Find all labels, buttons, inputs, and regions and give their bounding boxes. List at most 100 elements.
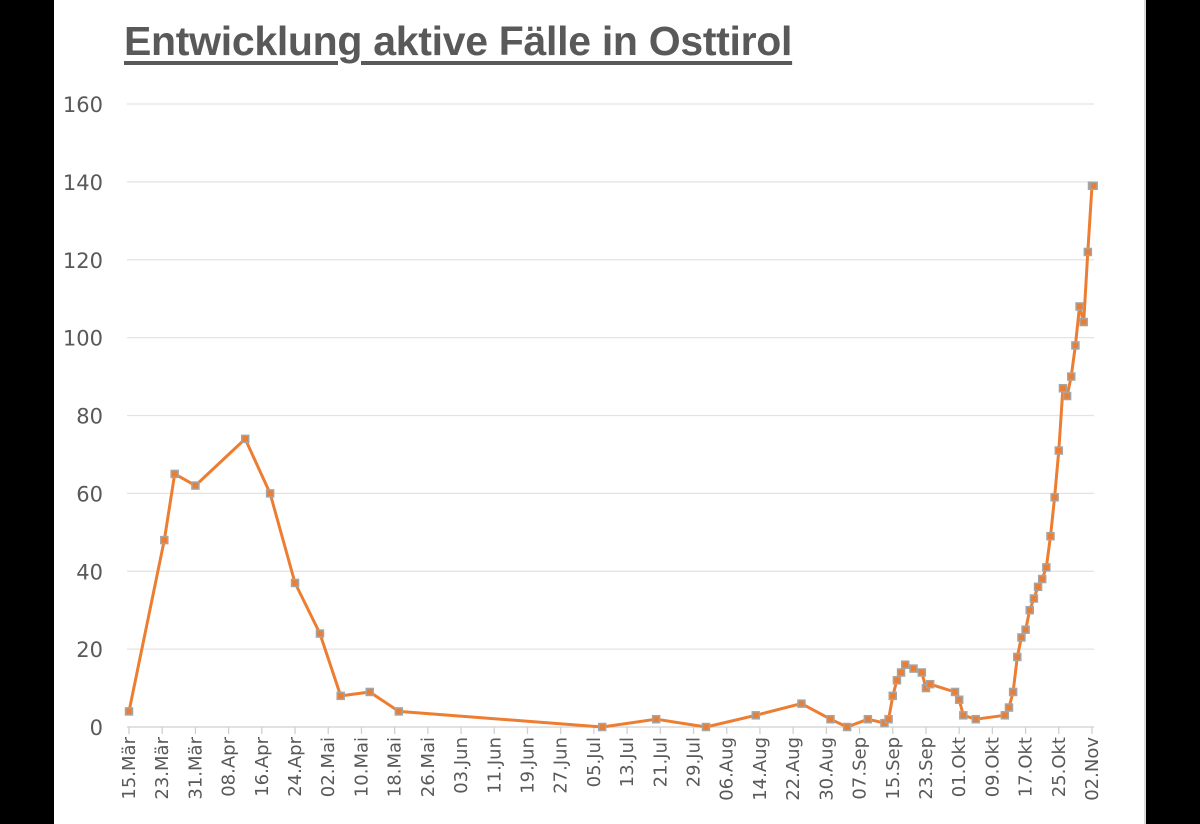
x-tick-label: 19.Jun (517, 737, 538, 794)
data-point-marker (1071, 341, 1080, 350)
x-tick-label: 03.Jun (451, 737, 472, 794)
data-point-marker (751, 711, 761, 720)
x-tick-label: 22.Aug (783, 737, 804, 801)
x-tick-label: 17.Okt (1016, 737, 1037, 797)
y-tick-label: 20 (76, 638, 103, 662)
data-point-marker (1029, 594, 1039, 603)
data-point-marker (959, 711, 968, 720)
data-point-marker (315, 629, 325, 638)
data-point-marker (160, 535, 169, 545)
data-point-marker (290, 578, 300, 588)
data-point-marker (170, 469, 179, 479)
x-tick-label: 23.Sep (916, 737, 937, 800)
data-point-marker (917, 668, 927, 677)
data-point-marker (892, 676, 902, 685)
data-point-marker (240, 434, 250, 444)
data-point-marker (797, 699, 806, 708)
data-point-marker (1021, 625, 1030, 634)
x-tick-label: 29.Jul (684, 737, 705, 787)
y-tick-label: 80 (76, 405, 103, 429)
x-tick-label: 27.Jun (551, 737, 572, 794)
x-tick-label: 10.Mai (351, 737, 372, 797)
data-point-marker (1037, 574, 1047, 584)
data-point-marker (1046, 531, 1055, 541)
data-point-marker (1004, 703, 1014, 712)
x-tick-label: 06.Aug (717, 737, 738, 801)
y-axis-ticks: 0 20 40 60 80 100 120 140 160 (63, 93, 103, 740)
x-tick-label: 18.Mai (385, 737, 406, 797)
x-tick-label: 31.Mär (185, 736, 206, 799)
data-point-marker (896, 668, 906, 677)
x-tick-label: 01.Okt (949, 737, 970, 797)
data-point-marker (701, 722, 711, 732)
data-point-marker (1025, 605, 1034, 615)
data-point-marker (1075, 302, 1084, 311)
x-tick-label: 07.Sep (850, 737, 871, 800)
data-line (127, 184, 1094, 729)
x-tick-label: 13.Jul (617, 737, 638, 787)
data-point-marker (597, 722, 607, 732)
data-point-marker (1079, 317, 1088, 327)
x-tick-label: 15.Mär (119, 736, 140, 799)
x-tick-label: 05.Jul (584, 737, 605, 787)
data-point-marker (884, 714, 893, 724)
data-point-marker (863, 714, 873, 724)
data-point-marker (1066, 372, 1076, 381)
x-tick-label: 02.Mai (318, 737, 339, 797)
x-tick-label: 08.Apr (219, 736, 240, 796)
x-tick-label: 26.Mai (418, 737, 439, 797)
data-point-marker (1089, 181, 1098, 191)
x-tick-label: 23.Mär (152, 736, 173, 799)
x-tick-label: 02.Nov (1082, 737, 1103, 801)
data-point-marker (124, 707, 134, 716)
data-point-marker (1042, 563, 1051, 572)
data-point-marker (900, 660, 910, 669)
data-point-marker (826, 714, 835, 724)
data-point-marker (1083, 247, 1093, 257)
x-tick-label: 24.Apr (285, 736, 306, 796)
data-point-marker (925, 679, 935, 689)
y-tick-label: 140 (63, 171, 103, 195)
x-tick-label: 11.Jun (484, 737, 505, 794)
series-aktive-faelle (124, 181, 1098, 732)
data-point-marker (1058, 383, 1068, 393)
x-tick-label: 16.Apr (252, 736, 273, 796)
data-point-marker (1050, 493, 1059, 502)
chart-panel (54, 0, 1146, 824)
x-tick-label: 30.Aug (816, 737, 837, 801)
x-tick-label: 14.Aug (750, 737, 771, 801)
data-point-marker (1062, 391, 1072, 401)
data-point-marker (1033, 582, 1043, 592)
x-tick-label: 09.Okt (982, 737, 1003, 797)
data-point-marker (1000, 711, 1010, 720)
chart-title: Entwicklung aktive Fälle in Osttirol (124, 18, 793, 64)
data-point-marker (1008, 687, 1018, 697)
data-point-marker (265, 489, 275, 498)
data-point-marker (950, 687, 960, 697)
data-point-marker (1054, 446, 1064, 455)
data-point-marker (191, 481, 200, 490)
data-point-marker (909, 664, 918, 673)
data-point-marker (651, 714, 661, 724)
x-tick-label: 25.Okt (1049, 737, 1070, 797)
gridlines (127, 103, 1094, 728)
data-point-marker (394, 707, 404, 716)
data-point-marker (888, 691, 898, 701)
y-tick-label: 60 (76, 482, 103, 506)
data-point-marker (1013, 652, 1022, 662)
data-point-marker (365, 687, 374, 697)
data-point-marker (336, 691, 345, 701)
data-point-marker (971, 714, 981, 724)
data-point-marker (954, 695, 964, 704)
data-point-marker (1017, 633, 1026, 642)
y-tick-label: 160 (63, 93, 103, 117)
y-tick-label: 120 (63, 249, 103, 273)
data-point-marker (842, 722, 852, 732)
x-tick-label: 21.Jul (650, 737, 671, 787)
x-axis: 15.Mär 23.Mär 31.Mär 08.Apr 16.Apr 24.Apr 02.M… (119, 727, 1103, 801)
y-tick-label: 100 (63, 327, 103, 351)
x-tick-label: 15.Sep (883, 737, 904, 800)
y-tick-label: 40 (76, 560, 103, 584)
y-tick-label: 0 (90, 716, 103, 740)
